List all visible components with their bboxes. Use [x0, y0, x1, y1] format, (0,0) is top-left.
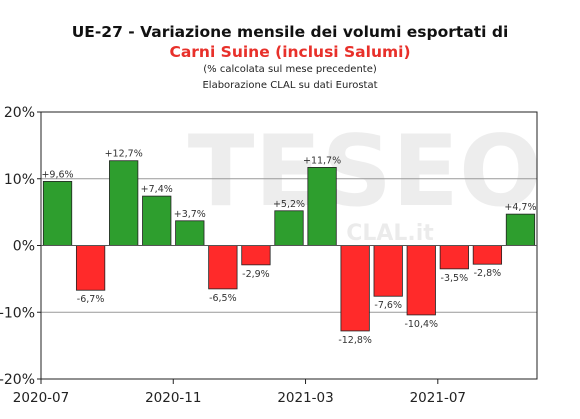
bar-2021-09: [505, 213, 536, 246]
bar-2021-06: [406, 245, 436, 316]
data-label-2020-12: -6,5%: [209, 293, 237, 304]
x-tick-label-2: 2021-03: [277, 390, 333, 406]
data-label-2021-05: -7,6%: [374, 300, 402, 311]
x-tick-label-1: 2020-11: [145, 390, 201, 406]
chart-title-line2: Carni Suine (inclusi Salumi): [169, 43, 411, 61]
watermark-main: TESEO: [188, 115, 543, 229]
bar-2021-02: [274, 210, 304, 246]
bar-2021-08: [472, 245, 503, 265]
y-tick-labels: 20% 10% 0% -10% -20%: [0, 105, 35, 388]
bar-2020-10: [142, 195, 172, 246]
bar-2021-04: [340, 245, 370, 332]
y-tick-label-2: 0%: [13, 239, 35, 255]
data-label-2021-04: -12,8%: [338, 335, 372, 346]
chart-header: UE-27 - Variazione mensile dei volumi es…: [0, 22, 580, 94]
y-tick-label-4: -20%: [0, 372, 35, 388]
data-label-2021-08: -2,8%: [474, 268, 502, 279]
y-tick-label-1: 10%: [4, 172, 35, 188]
watermark-sub: CLAL.it: [346, 221, 434, 246]
data-label-2020-10: +7,4%: [141, 184, 173, 195]
bar-2021-01: [241, 245, 271, 266]
data-label-2021-07: -3,5%: [441, 273, 469, 284]
data-label-2021-06: -10,4%: [404, 319, 438, 330]
bar-2021-03: [307, 167, 337, 246]
bar-2020-12: [208, 245, 238, 290]
chart-title-line1: UE-27 - Variazione mensile dei volumi es…: [71, 23, 509, 41]
chart-subtitle-2: Elaborazione CLAL su dati Eurostat: [202, 80, 378, 91]
bar-2021-05: [373, 245, 403, 297]
data-label-2021-09: +4,7%: [504, 202, 536, 213]
data-labels: +9,6% -6,7% +12,7% +7,4% +3,7% -6,5% -2,9% +5,2…: [41, 149, 536, 346]
data-label-2020-07: +9,6%: [41, 169, 73, 180]
data-label-2021-01: -2,9%: [242, 269, 270, 280]
y-tick-label-3: -10%: [0, 305, 35, 321]
bar-2020-07: [42, 181, 73, 246]
bar-2020-11: [175, 220, 205, 246]
bar-2020-09: [109, 160, 139, 246]
x-tick-label-3: 2021-07: [410, 390, 466, 406]
bars: [42, 160, 536, 332]
data-label-2020-09: +12,7%: [105, 149, 143, 160]
data-label-2021-03: +11,7%: [303, 155, 341, 166]
x-tick-label-0: 2020-07: [13, 390, 69, 406]
data-label-2020-08: -6,7%: [77, 294, 105, 305]
bar-2021-07: [439, 245, 469, 270]
axes: [37, 111, 538, 384]
y-tick-label-0: 20%: [4, 105, 35, 121]
x-tick-labels: 2020-07 2020-11 2021-03 2021-07: [13, 390, 466, 406]
data-label-2021-02: +5,2%: [273, 199, 305, 210]
data-label-2020-11: +3,7%: [174, 209, 206, 220]
chart-subtitle-1: (% calcolata sul mese precedente): [203, 64, 377, 75]
bar-2020-08: [75, 245, 106, 291]
watermark: TESEO CLAL.it: [188, 115, 543, 246]
